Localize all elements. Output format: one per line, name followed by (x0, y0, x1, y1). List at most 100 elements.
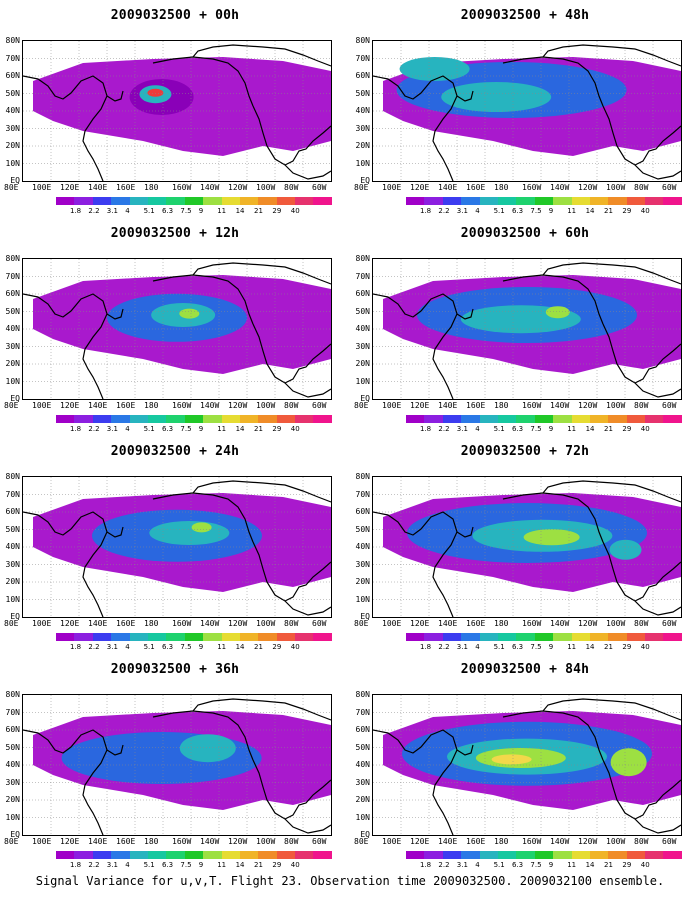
colorbar-swatch (92, 633, 112, 641)
colorbar-swatch (239, 633, 259, 641)
colorbar-label: 11 (567, 207, 577, 215)
colorbar-swatch (461, 633, 480, 641)
variance-contour (441, 82, 552, 112)
lon-tick-label: 180 (144, 837, 159, 846)
lat-tick-label: EQ (10, 176, 20, 185)
colorbar (406, 197, 682, 205)
colorbar-swatch (239, 851, 259, 859)
colorbar-swatch (479, 633, 498, 641)
lat-tick-label: EQ (360, 176, 370, 185)
colorbar-label: 4 (475, 861, 480, 869)
colorbar-swatch (258, 851, 277, 859)
lon-tick-label: 120E (410, 183, 430, 192)
coastline (502, 492, 604, 543)
panel-title: 2009032500 + 72h (460, 444, 590, 459)
variance-contour (399, 57, 470, 81)
lat-tick-label: 20N (355, 795, 370, 804)
colorbar-swatch (589, 415, 609, 423)
lat-tick-label: 80N (5, 690, 20, 699)
colorbar-label: 1.8 (70, 207, 82, 215)
colorbar-label: 3.1 (456, 861, 468, 869)
coastline (542, 698, 681, 721)
lat-tick-label: 20N (355, 577, 370, 586)
lat-tick-label: 10N (355, 812, 370, 822)
colorbar-label: 29 (622, 425, 632, 433)
variance-map (23, 41, 331, 181)
colorbar-label: 29 (622, 207, 632, 215)
colorbar-label: 1.8 (420, 207, 432, 215)
lat-tick-label: 60N (5, 725, 20, 734)
lon-tick-label: 120W (228, 401, 248, 410)
colorbar-label: 5.1 (143, 425, 155, 433)
colorbar-swatch (56, 851, 75, 859)
lat-tick-label: EQ (10, 830, 20, 839)
coastline (192, 698, 331, 721)
colorbar-label: 3.1 (106, 425, 118, 433)
colorbar-swatch (516, 851, 535, 859)
lon-tick-label: 160E (116, 183, 136, 192)
lat-tick-label: 50N (355, 742, 370, 752)
lat-tick-label: 70N (355, 271, 370, 281)
variance-contour (147, 88, 164, 97)
lon-tick-label: 180 (494, 401, 509, 410)
colorbar-label: 21 (604, 861, 613, 869)
coastline (373, 729, 458, 835)
colorbar-swatch (645, 197, 664, 205)
colorbar-swatch (129, 633, 148, 641)
colorbar-swatch (608, 197, 627, 205)
coastline (106, 308, 124, 320)
colorbar-swatch (221, 851, 240, 859)
map-panel: 2009032500 + 00h 80N 70N 60N 50N 40N 30N 20N 10N… (0, 0, 350, 225)
lon-tick-label: 140W (550, 401, 570, 410)
lon-tick-label: 120E (410, 401, 430, 410)
lat-tick-label: 30N (355, 559, 370, 569)
colorbar-label: 2.2 (438, 207, 450, 215)
lat-tick-label: 80N (355, 254, 370, 263)
colorbar-swatch (276, 851, 296, 859)
lon-tick-label: 180 (494, 837, 509, 846)
coastline (23, 729, 108, 835)
lat-tick-label: EQ (10, 394, 20, 403)
coastline (23, 511, 108, 617)
colorbar-swatch (571, 633, 590, 641)
colorbar-swatch (626, 851, 646, 859)
lon-tick-label: 60W (662, 619, 677, 628)
lon-tick-label: 60W (662, 401, 677, 410)
map-panel: 2009032500 + 48h 80N 70N 60N 50N 40N 30N 20N 10N… (350, 0, 700, 225)
colorbar-label: 5.1 (143, 207, 155, 215)
lon-tick-label: 140E (88, 401, 108, 410)
colorbar-swatch (147, 415, 167, 423)
colorbar-label: 3.1 (106, 861, 118, 869)
colorbar-label: 2.2 (88, 643, 100, 651)
colorbar-label: 7.5 (180, 643, 192, 651)
colorbar-swatch (276, 415, 296, 423)
colorbar-label: 21 (254, 425, 263, 433)
colorbar-swatch (589, 633, 609, 641)
map-panel: 2009032500 + 60h 80N 70N 60N 50N 40N 30N 20N 10N… (350, 218, 700, 443)
colorbar-swatch (313, 197, 332, 205)
colorbar-label: 11 (217, 643, 227, 651)
colorbar-swatch (56, 197, 75, 205)
colorbar-swatch (553, 851, 572, 859)
colorbar-swatch (184, 851, 204, 859)
variance-map (23, 259, 331, 399)
colorbar-label: 29 (272, 425, 282, 433)
colorbar-swatch (147, 633, 167, 641)
colorbar-swatch (645, 633, 664, 641)
colorbar-swatch (497, 197, 517, 205)
colorbar-swatch (203, 851, 222, 859)
colorbar-swatch (56, 415, 75, 423)
colorbar-label: 14 (585, 425, 595, 433)
colorbar-label: 9 (198, 643, 204, 651)
lon-tick-label: 180 (144, 401, 159, 410)
colorbar-swatch (589, 197, 609, 205)
coastline (192, 262, 331, 285)
colorbar-label: 14 (235, 643, 245, 651)
colorbar-label: 9 (198, 207, 204, 215)
variance-map (373, 695, 681, 835)
lat-tick-label: 10N (355, 594, 370, 604)
variance-map (373, 41, 681, 181)
coastline (373, 293, 458, 399)
map-panel: 2009032500 + 24h 80N 70N 60N 50N 40N 30N 20N 10N… (0, 436, 350, 661)
lon-tick-label: 160W (172, 619, 192, 628)
